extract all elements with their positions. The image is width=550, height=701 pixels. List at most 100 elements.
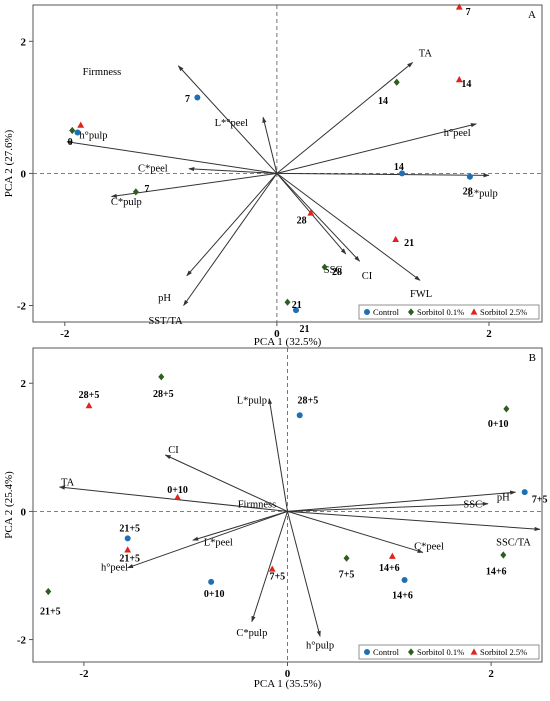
loading-vector — [177, 65, 278, 174]
loading-vector — [183, 173, 278, 306]
data-point — [77, 121, 85, 128]
legend-marker — [470, 308, 478, 315]
data-point — [401, 576, 408, 583]
y-axis-title: PCA 2 (27.6%) — [3, 129, 15, 197]
panel-b: -2 0 2 2 0 -2 PCA 1 (35.5%) PCA 2 (25.4%) B L*pul… — [3, 347, 548, 690]
x-tick-label: 2 — [488, 668, 494, 680]
loading-vector — [188, 166, 277, 174]
data-point — [124, 546, 132, 553]
legend-box — [358, 304, 540, 320]
data-point — [393, 78, 400, 86]
data-point — [292, 307, 299, 314]
vector-label: Firmness — [238, 500, 277, 511]
panel-letter: B — [529, 352, 536, 364]
loading-vector — [276, 62, 414, 174]
point-label: 28 — [332, 267, 342, 278]
y-tick-label: -2 — [17, 635, 27, 647]
point-label: 0+10 — [204, 589, 225, 600]
point-label: 28+5 — [79, 390, 100, 401]
point-label: 21+5 — [40, 607, 61, 618]
plot-frame — [32, 4, 543, 323]
data-point — [455, 3, 463, 10]
vector-label: L*pulp — [467, 189, 497, 200]
vector-label: pH — [158, 293, 171, 304]
y-tick-label: 0 — [21, 506, 27, 518]
legend-label: Sorbitol 2.5% — [480, 647, 527, 657]
point-label: 21+5 — [119, 523, 140, 534]
point-label: 0+10 — [488, 419, 509, 430]
vector-label: TA — [419, 49, 433, 60]
data-point — [307, 209, 315, 216]
loading-vector — [276, 173, 421, 281]
point-label: 14 — [378, 96, 388, 107]
vector-label: h°pulp — [79, 130, 107, 141]
point-label: 0+10 — [167, 485, 188, 496]
x-tick-label: 0 — [274, 328, 280, 340]
vector-label: CI — [362, 271, 373, 282]
x-tick-label: -2 — [79, 668, 89, 680]
data-point — [158, 373, 165, 381]
vector-label: L*°peel — [215, 118, 248, 129]
vector-label: C*pulp — [111, 197, 142, 208]
legend-label: Control — [373, 307, 400, 317]
data-point — [392, 235, 400, 243]
x-axis-title: PCA 1 (35.5%) — [254, 678, 322, 690]
loading-vector — [276, 123, 477, 174]
vector-label: SSC — [463, 500, 482, 511]
vector-label: C*peel — [138, 163, 168, 174]
loading-vector — [66, 140, 277, 174]
panel-letter: A — [528, 9, 536, 21]
vector-label: SSC — [324, 265, 343, 276]
loading-vector — [287, 511, 321, 637]
loading-vector — [110, 172, 277, 198]
loading-vector — [287, 510, 541, 532]
vector-label: pH — [497, 493, 510, 504]
y-tick-label: 2 — [21, 36, 27, 48]
point-label: 7 — [466, 7, 471, 18]
data-point — [132, 188, 139, 196]
data-point — [124, 535, 131, 542]
legend-marker — [364, 309, 370, 315]
data-point — [208, 578, 215, 585]
data-point — [343, 554, 350, 562]
loading-vector — [262, 116, 278, 174]
vector-label: h°peel — [101, 563, 128, 574]
y-tick-label: -2 — [17, 300, 27, 312]
point-label: 21 — [404, 238, 414, 249]
point-label: 28 — [463, 187, 473, 198]
point-label: 14 — [461, 79, 471, 90]
data-point — [268, 565, 276, 572]
point-label: 14+6 — [392, 591, 413, 602]
data-point — [503, 405, 510, 413]
point-label: 0 — [68, 137, 73, 148]
data-point — [296, 412, 303, 419]
legend-label: Sorbitol 2.5% — [480, 307, 527, 317]
loading-vector — [287, 490, 517, 512]
vector-label: C*pulp — [236, 628, 267, 639]
data-point — [174, 493, 181, 500]
vector-label: h°peel — [444, 128, 471, 139]
point-label: 28+5 — [153, 389, 174, 400]
vector-label: CI — [168, 445, 179, 456]
legend-marker — [364, 649, 370, 655]
data-point — [321, 263, 328, 271]
y-tick-label: 2 — [21, 378, 27, 390]
data-point — [388, 552, 396, 559]
point-label: 21 — [292, 300, 302, 311]
data-point — [45, 587, 52, 596]
data-point — [284, 298, 291, 306]
x-axis-title: PCA 1 (32.5%) — [254, 336, 322, 348]
point-label: 14+6 — [486, 566, 507, 577]
legend-marker — [408, 648, 414, 656]
loading-vector — [58, 485, 288, 512]
legend-label: Control — [373, 647, 400, 657]
loading-vector — [287, 501, 489, 512]
y-tick-label: 0 — [21, 168, 27, 180]
legend-marker — [408, 308, 414, 316]
point-label: 7+5 — [532, 495, 548, 506]
panel-a: -2 0 2 2 0 -2 PCA 1 (32.5%) PCA 2 (27.6%) A Firmn… — [3, 3, 543, 348]
loading-vector — [267, 398, 288, 512]
data-point — [69, 126, 76, 135]
data-point — [500, 551, 507, 559]
